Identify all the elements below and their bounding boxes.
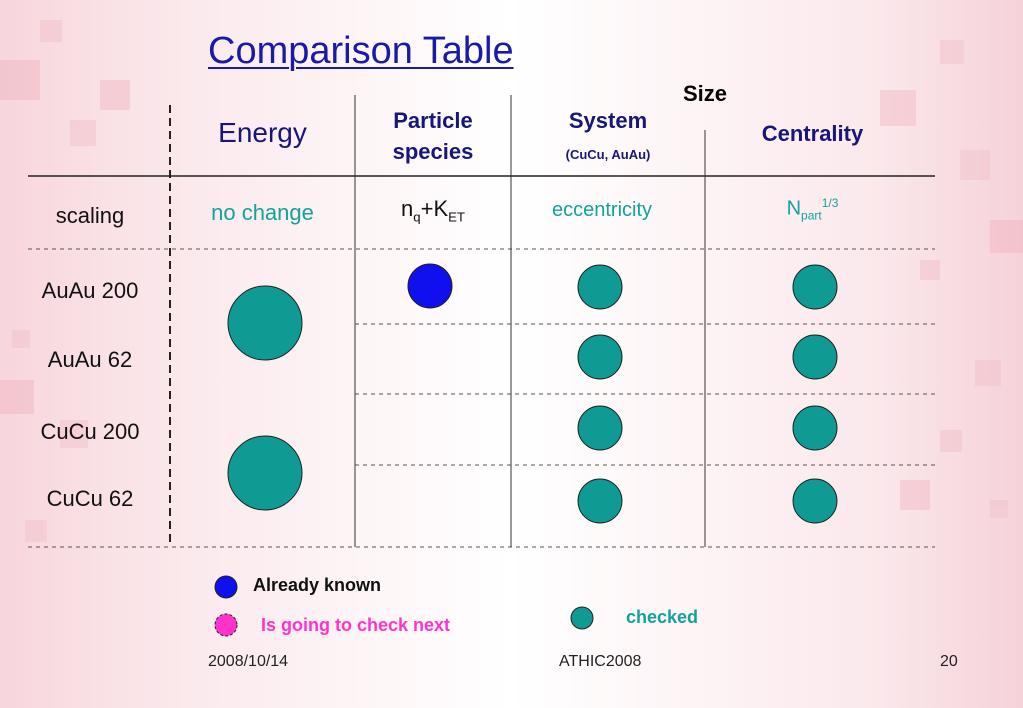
checked-marker-centrality-auau200 (792, 264, 838, 310)
scaling-particle-species: nq+KET (355, 196, 511, 224)
row-label-auau200: AuAu 200 (41, 278, 139, 303)
checked-marker-centrality-cucu62 (792, 478, 838, 524)
scaling-k-sub: ET (448, 209, 465, 225)
legend-checked: checked (626, 607, 699, 627)
legend-checked-icon (570, 606, 594, 630)
header-energy: Energy (218, 117, 307, 148)
scaling-centrality: Npart1/3 (705, 196, 920, 223)
scaling-system: eccentricity (551, 199, 653, 221)
size-label: Size (682, 81, 728, 106)
scaling-plus-k: +K (420, 196, 449, 221)
footer-date: 2008/10/14 (208, 653, 289, 670)
legend-going-to-check: Is going to check next (261, 615, 451, 635)
page-number: 20 (940, 653, 958, 670)
checked-marker-centrality-cucu200 (792, 405, 838, 451)
checked-marker-centrality-auau62 (792, 334, 838, 380)
header-particle-species: Particle species (355, 105, 511, 167)
checked-marker-system-cucu62 (577, 478, 623, 524)
scaling-n: n (401, 196, 414, 221)
known-marker-species-auau200 (407, 263, 453, 309)
header-system: System (568, 108, 648, 133)
checked-marker-energy-cucu (227, 435, 303, 511)
scaling-n-sub: q (413, 209, 421, 225)
scaling-centrality-n: N (786, 197, 802, 220)
header-centrality: Centrality (761, 121, 864, 146)
row-label-cucu200: CuCu 200 (40, 419, 140, 444)
page-title: Comparison Table (208, 30, 514, 72)
checked-marker-system-cucu200 (577, 405, 623, 451)
row-label-scaling: scaling (55, 203, 125, 228)
row-label-cucu62: CuCu 62 (46, 486, 134, 511)
checked-marker-system-auau62 (577, 334, 623, 380)
checked-marker-system-auau200 (577, 264, 623, 310)
header-particle-species-line2: species (392, 139, 474, 164)
legend-next-icon (214, 613, 238, 637)
checked-marker-energy-auau (227, 285, 303, 361)
row-label-auau62: AuAu 62 (47, 347, 133, 372)
scaling-energy: no change (211, 200, 314, 225)
footer-conference: ATHIC2008 (559, 653, 642, 670)
legend-already-known: Already known (253, 575, 382, 595)
header-particle-species-line1: Particle (393, 108, 473, 133)
header-system-sub: (CuCu, AuAu) (565, 147, 651, 162)
legend-known-icon (214, 575, 238, 599)
scaling-centrality-sub: part (801, 208, 822, 223)
scaling-centrality-sup: 1/3 (821, 196, 839, 210)
